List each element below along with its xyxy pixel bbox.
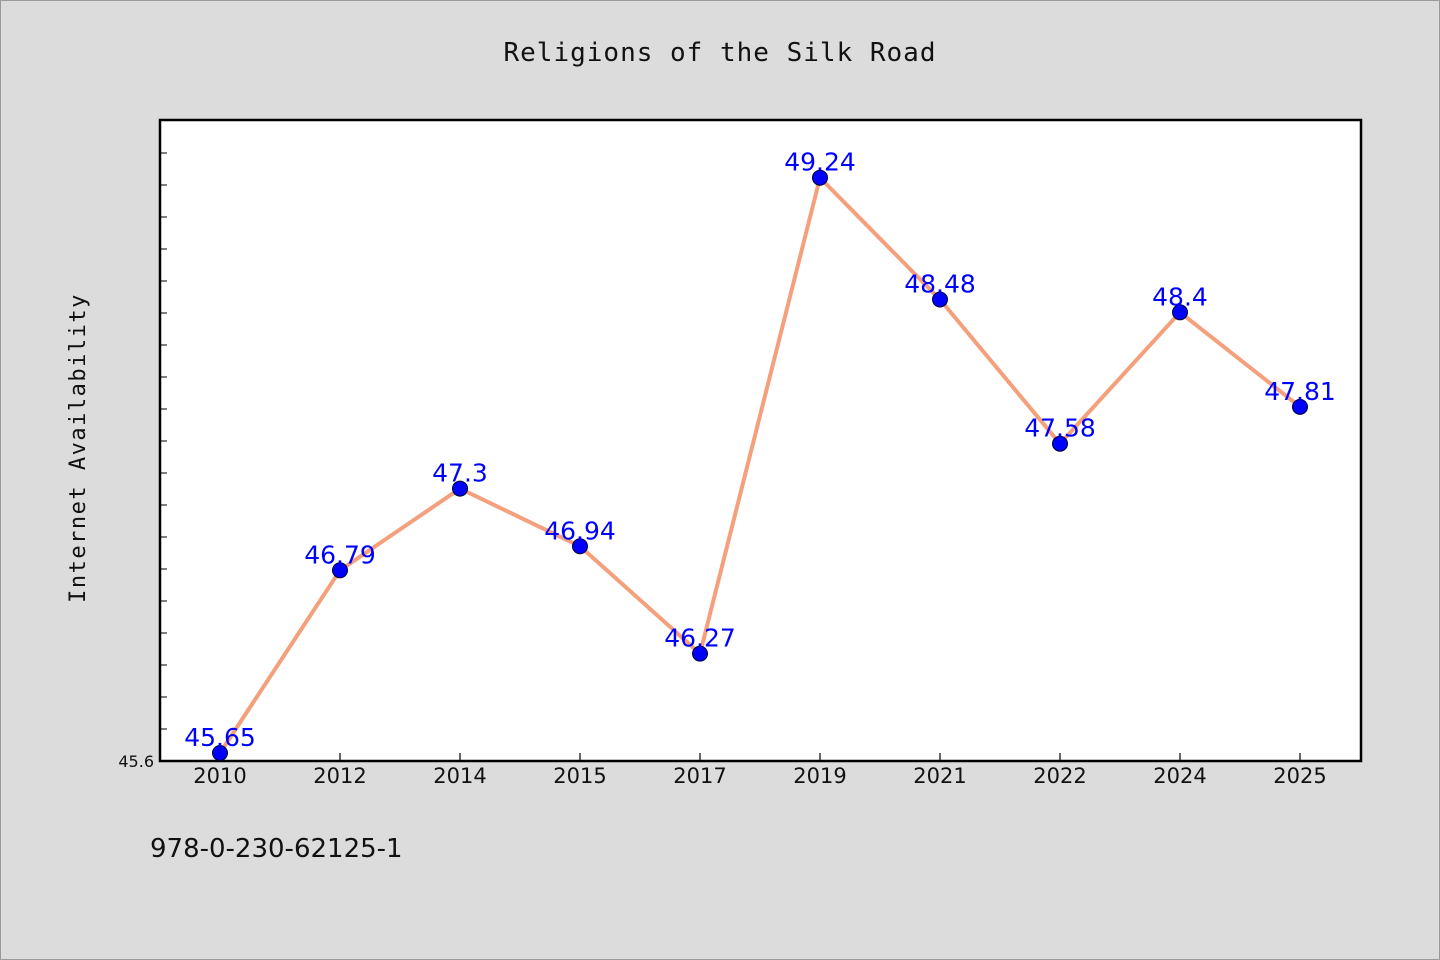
x-tick-label: 2025 bbox=[1273, 764, 1326, 788]
data-point-marker bbox=[332, 562, 348, 579]
axis-ticks: 45.6 2010 2012 2014 2015 2017 2019 2021 2022 2024… bbox=[118, 152, 1327, 788]
data-label: 45.65 bbox=[184, 723, 256, 752]
x-tick-label: 2021 bbox=[913, 764, 966, 788]
data-label: 46.79 bbox=[304, 540, 376, 569]
data-point-marker bbox=[452, 480, 468, 497]
data-label: 48.4 bbox=[1152, 282, 1208, 311]
x-tick-label: 2010 bbox=[193, 764, 246, 788]
data-label: 47.81 bbox=[1264, 377, 1336, 406]
y-tick-label: 45.6 bbox=[118, 752, 154, 771]
x-tick-label: 2022 bbox=[1033, 764, 1086, 788]
y-axis-label: Internet Availability bbox=[66, 293, 91, 603]
data-label: 47.58 bbox=[1024, 414, 1096, 443]
x-tick-label: 2024 bbox=[1153, 764, 1206, 788]
x-tick-label: 2019 bbox=[793, 764, 846, 788]
x-tick-label: 2014 bbox=[433, 764, 486, 788]
series-line-layer bbox=[218, 175, 1302, 755]
data-point-marker bbox=[212, 744, 228, 761]
data-label: 49.24 bbox=[784, 148, 856, 177]
data-label: 48.48 bbox=[904, 269, 976, 298]
data-labels-layer: 45.65 46.79 47.3 46.94 46.27 49.24 48.48 47.58 4… bbox=[184, 148, 1336, 752]
isbn-footer: 978-0-230-62125-1 bbox=[150, 834, 403, 864]
plot-area bbox=[158, 118, 1363, 763]
x-tick-label: 2017 bbox=[673, 764, 726, 788]
data-label: 46.27 bbox=[664, 624, 736, 653]
data-point-marker bbox=[812, 169, 828, 186]
data-label: 47.3 bbox=[432, 459, 488, 488]
x-tick-label: 2012 bbox=[313, 764, 366, 788]
x-tick-label: 2015 bbox=[553, 764, 606, 788]
data-point-marker bbox=[932, 291, 948, 308]
chart-title: Religions of the Silk Road bbox=[504, 38, 937, 68]
markers-layer bbox=[212, 169, 1308, 761]
data-point-marker bbox=[692, 645, 708, 662]
data-point-marker bbox=[1052, 435, 1068, 452]
series-line bbox=[218, 175, 1302, 755]
data-point-marker bbox=[572, 538, 588, 555]
data-label: 46.94 bbox=[544, 516, 616, 545]
data-point-marker bbox=[1292, 398, 1308, 415]
data-point-marker bbox=[1172, 304, 1188, 321]
